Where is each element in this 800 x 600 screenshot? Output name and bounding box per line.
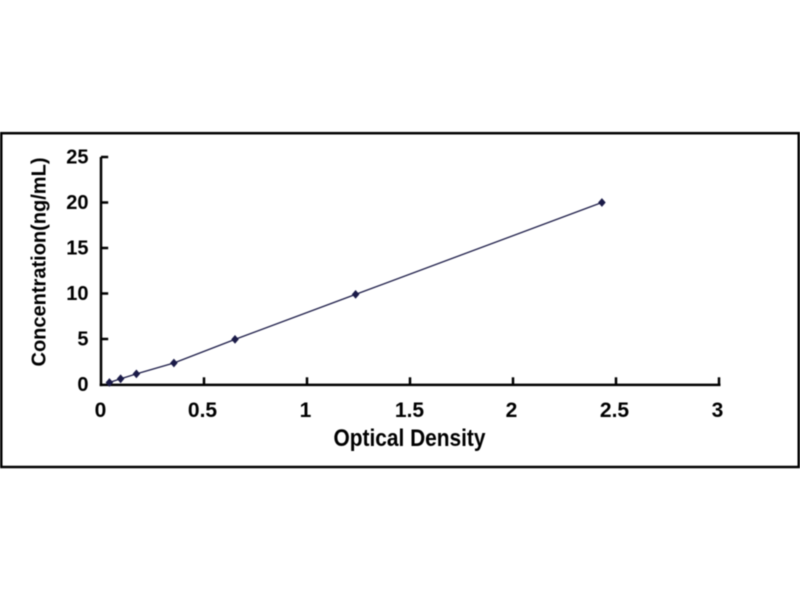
svg-text:1: 1 xyxy=(300,399,312,422)
svg-text:0.5: 0.5 xyxy=(188,399,218,422)
svg-text:1.5: 1.5 xyxy=(395,399,425,422)
svg-text:Optical Density: Optical Density xyxy=(334,425,487,452)
svg-text:2.5: 2.5 xyxy=(600,399,630,422)
svg-text:0: 0 xyxy=(77,374,88,396)
svg-text:2: 2 xyxy=(506,399,518,422)
svg-text:15: 15 xyxy=(66,238,88,260)
svg-text:5: 5 xyxy=(77,329,88,351)
svg-text:20: 20 xyxy=(66,192,88,214)
svg-text:Concentration(ng/mL): Concentration(ng/mL) xyxy=(29,158,51,367)
svg-text:10: 10 xyxy=(66,283,88,305)
svg-text:0: 0 xyxy=(95,399,107,422)
svg-text:25: 25 xyxy=(66,147,88,169)
svg-text:3: 3 xyxy=(712,399,724,422)
